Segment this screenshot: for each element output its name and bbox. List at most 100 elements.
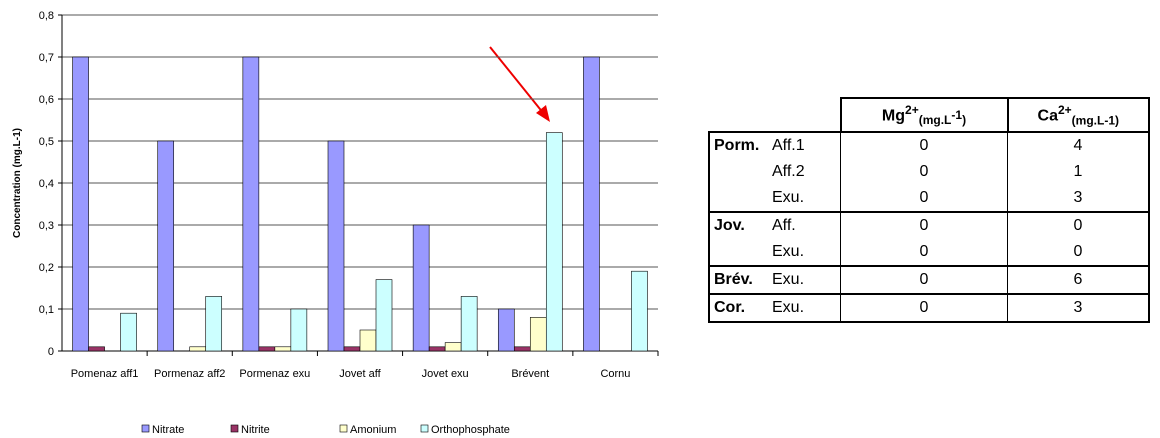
site-cell: Aff.2 — [708, 159, 841, 185]
row: Brév. Exu. 0 6 — [708, 265, 1150, 294]
ion: Ca — [1037, 107, 1058, 125]
unit-text: (mg.L-1) — [1071, 113, 1119, 128]
value-cell: 0 — [840, 159, 1008, 185]
y-tick-label: 0,3 — [39, 220, 54, 232]
row: Exu. 0 3 — [708, 185, 1150, 212]
group: Porm. — [714, 137, 760, 154]
x-tick-label: Pomenaz aff1 — [70, 368, 139, 380]
site: Exu. — [772, 243, 805, 260]
row: Porm. Aff.1 0 4 — [708, 131, 1150, 159]
value-cell: 0 — [840, 239, 1008, 266]
site-cell: Porm. Aff.1 — [708, 131, 841, 159]
legend-label: Nitrate — [152, 424, 184, 436]
bar — [428, 346, 446, 352]
group: Cor. — [714, 299, 746, 316]
bar — [274, 346, 292, 352]
value-cell: 3 — [1007, 185, 1150, 212]
bar — [412, 224, 430, 352]
value-cell: 0 — [840, 211, 1008, 239]
site: Exu. — [772, 271, 805, 288]
y-tick-label: 0,6 — [39, 94, 54, 106]
header-cell: Ca2+(mg.L-1) — [1006, 97, 1150, 133]
charge: 2+ — [905, 102, 919, 117]
value-cell: 0 — [1007, 239, 1150, 266]
y-tick-label: 0,5 — [39, 136, 54, 148]
legend-swatch — [230, 424, 239, 433]
x-tick-label: Pormenaz aff2 — [154, 368, 226, 380]
legend-label: Amonium — [350, 424, 396, 436]
site: Aff.1 — [772, 137, 805, 154]
bar — [189, 346, 207, 352]
y-tick-label: 0,4 — [39, 178, 54, 190]
x-tick-label: Brévent — [511, 368, 550, 380]
y-axis-label: Concentration (mg.L-1) — [12, 128, 23, 238]
group: Brév. — [714, 271, 753, 288]
site-cell: Brév. Exu. — [708, 265, 841, 294]
y-tick-label: 0,1 — [39, 304, 54, 316]
value-cell: 0 — [1007, 211, 1150, 239]
site: Aff.2 — [772, 163, 805, 180]
row: Cor. Exu. 0 3 — [708, 293, 1150, 323]
arrow-head — [536, 105, 550, 122]
bar — [497, 308, 515, 352]
chart: Concentration (mg.L-1) 0 0,1 0,2 0,3 0,4 0,5 0… — [12, 10, 659, 436]
value-cell: 0 — [840, 293, 1008, 323]
group: Jov. — [714, 217, 745, 234]
bar — [545, 132, 563, 352]
table: Mg2+(mg.L-1) Ca2+(mg.L-1) Porm. Aff.1 0 4 Aff.… — [708, 97, 1150, 323]
site-cell: Exu. — [708, 239, 841, 266]
unit-exp: -1 — [951, 108, 963, 123]
arrow — [489, 46, 545, 115]
site: Exu. — [772, 299, 805, 316]
row: Jov. Aff. 0 0 — [708, 211, 1150, 239]
row: Exu. 0 0 — [708, 239, 1150, 266]
bar — [631, 270, 648, 352]
bar — [205, 296, 223, 352]
legend-label: Orthophosphate — [431, 424, 510, 436]
row: Aff.2 0 1 — [708, 159, 1150, 185]
x-tick-label: Jovet aff — [339, 368, 381, 380]
x-tick-label: Cornu — [600, 368, 631, 380]
bar — [583, 56, 600, 352]
bar — [290, 308, 308, 352]
bar — [529, 317, 547, 352]
bar — [327, 140, 345, 352]
value-cell: 3 — [1007, 293, 1150, 323]
x-tick-label: Jovet exu — [421, 368, 469, 380]
bar — [157, 140, 175, 352]
y-tick-label: 0 — [48, 346, 54, 358]
site-cell: Exu. — [708, 185, 841, 212]
unit: (mg.L-1) — [1072, 113, 1119, 127]
bar — [460, 296, 478, 352]
bar — [72, 56, 89, 352]
site: Aff. — [772, 217, 796, 234]
y-tick-label: 0,7 — [39, 52, 54, 64]
ion: Mg — [881, 107, 906, 125]
value-cell: 0 — [840, 185, 1008, 212]
unit-text: (mg.L — [918, 113, 952, 128]
value-cell: 4 — [1007, 131, 1150, 159]
header-cell — [709, 98, 841, 133]
legend-swatch — [339, 424, 348, 433]
bar — [242, 56, 260, 352]
site: Exu. — [772, 189, 805, 206]
legend-label: Nitrite — [241, 424, 270, 436]
bar — [513, 346, 531, 352]
unit-close: ) — [962, 113, 967, 128]
site-cell: Jov. Aff. — [708, 211, 841, 239]
bar — [258, 346, 276, 352]
value-cell: 6 — [1007, 265, 1150, 294]
bar — [375, 279, 393, 352]
charge: 2+ — [1057, 102, 1072, 117]
bar — [120, 312, 137, 352]
unit: (mg.L-1) — [918, 108, 967, 128]
bar — [444, 342, 462, 352]
value-cell: 0 — [840, 265, 1008, 294]
legend-swatch — [420, 424, 429, 433]
value-cell: 0 — [840, 131, 1008, 159]
bar — [359, 329, 377, 352]
x-tick-label: Pormenaz exu — [239, 368, 311, 380]
value-cell: 1 — [1007, 159, 1150, 185]
site-cell: Cor. Exu. — [708, 293, 841, 323]
